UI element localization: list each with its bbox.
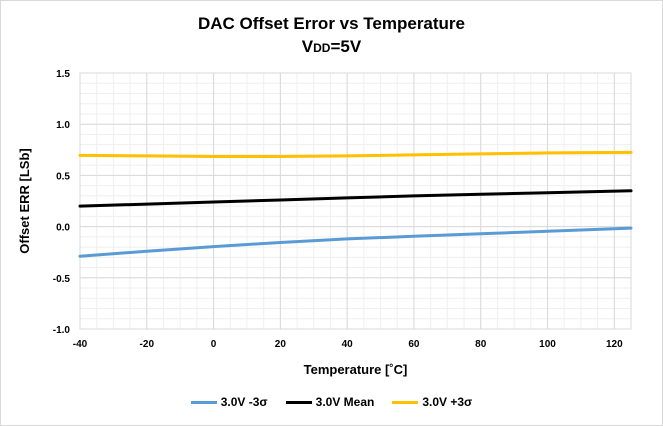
y-tick-label: 0.0 (56, 223, 70, 234)
series-line (78, 226, 633, 258)
subtitle-subscript: DD (313, 41, 331, 55)
legend-label: 3.0V -3σ (220, 395, 268, 409)
chart-title: DAC Offset Error vs Temperature (197, 14, 466, 33)
legend-swatch (190, 400, 217, 404)
series-line (78, 150, 633, 158)
x-tick-label: 100 (539, 339, 556, 350)
legend-label: 3.0V Mean (315, 395, 375, 409)
chart-subtitle: VDD=5V (0, 37, 663, 57)
y-tick-label: 1.5 (56, 69, 70, 80)
subtitle-main: V (301, 37, 314, 56)
y-tick-label: -1.0 (53, 325, 71, 336)
y-tick-label: 0.5 (56, 171, 70, 182)
x-tick-label: -40 (73, 339, 88, 350)
x-tick-label: 0 (211, 339, 217, 350)
series-layer (78, 150, 633, 258)
subtitle-tail: =5V (330, 37, 362, 56)
y-tick-label: -0.5 (53, 274, 71, 285)
y-tick-label: 1.0 (56, 120, 70, 131)
x-tick-label: 120 (606, 339, 623, 350)
plot-area-border (79, 72, 632, 330)
y-axis-title: Offset ERR [LSb] (17, 148, 32, 253)
legend: 3.0V -3σ 3.0V Mean 3.0V +3σ (0, 395, 663, 409)
legend-swatch (285, 400, 312, 404)
legend-item: 3.0V -3σ (190, 395, 268, 409)
x-tick-label: -20 (140, 339, 155, 350)
grid-layer (79, 72, 632, 330)
tick-layer: -40 -20 0 20 40 60 80 100 120 -1.0 -0.5 0.0 0.5 1.0 1.… (53, 69, 623, 350)
legend-item: 3.0V Mean (285, 395, 375, 409)
series-line (78, 189, 633, 208)
legend-swatch (392, 400, 419, 404)
x-tick-label: 80 (475, 339, 487, 350)
x-axis-title: Temperature [˚C] (304, 362, 408, 377)
legend-item: 3.0V +3σ (392, 395, 472, 409)
x-tick-label: 40 (342, 339, 354, 350)
legend-label: 3.0V +3σ (422, 395, 473, 409)
x-tick-label: 20 (275, 339, 287, 350)
x-tick-label: 60 (408, 339, 420, 350)
